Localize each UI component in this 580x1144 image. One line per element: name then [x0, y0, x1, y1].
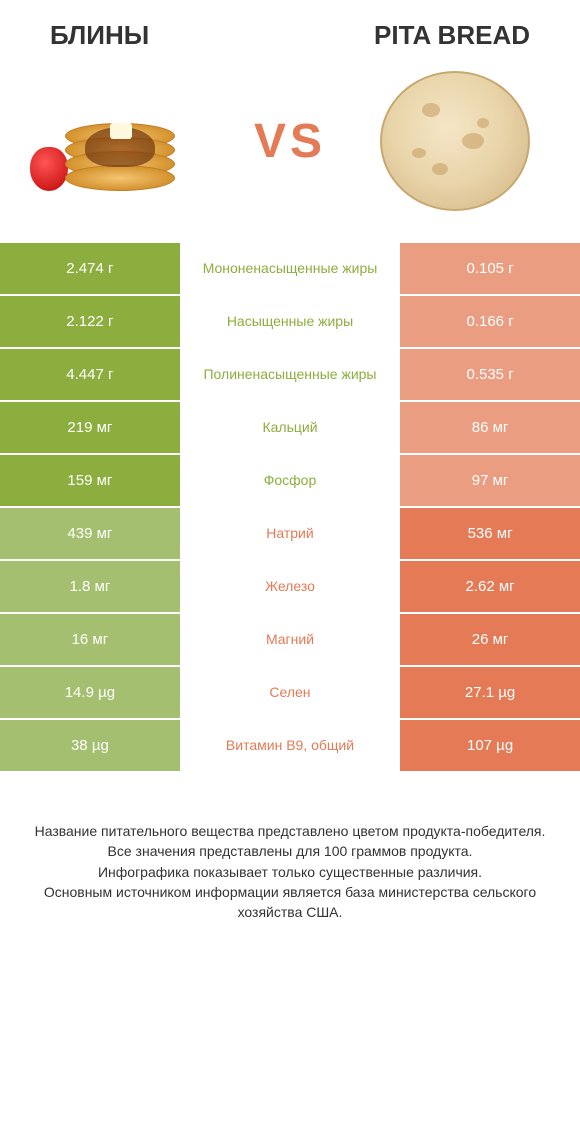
nutrient-label: Натрий [180, 508, 400, 559]
value-right: 0.105 г [400, 243, 580, 294]
nutrient-label: Мононенасыщенные жиры [180, 243, 400, 294]
value-left: 219 мг [0, 402, 180, 453]
title-right: PITA BREAD [374, 20, 530, 51]
nutrient-label: Фосфор [180, 455, 400, 506]
title-left: БЛИНЫ [50, 20, 149, 51]
value-left: 38 µg [0, 720, 180, 771]
value-left: 2.474 г [0, 243, 180, 294]
footer-line: Название питательного вещества представл… [30, 821, 550, 841]
value-right: 86 мг [400, 402, 580, 453]
value-left: 159 мг [0, 455, 180, 506]
value-right: 107 µg [400, 720, 580, 771]
value-left: 2.122 г [0, 296, 180, 347]
table-row: 16 мгМагний26 мг [0, 612, 580, 665]
image-row: VS [0, 61, 580, 241]
pancakes-image [40, 71, 210, 211]
value-left: 16 мг [0, 614, 180, 665]
table-row: 219 мгКальций86 мг [0, 400, 580, 453]
header: БЛИНЫ PITA BREAD [0, 0, 580, 61]
footer-line: Основным источником информации является … [30, 882, 550, 923]
table-row: 1.8 мгЖелезо2.62 мг [0, 559, 580, 612]
footer-notes: Название питательного вещества представл… [0, 771, 580, 942]
value-right: 0.535 г [400, 349, 580, 400]
footer-line: Все значения представлены для 100 граммо… [30, 841, 550, 861]
table-row: 2.474 гМононенасыщенные жиры0.105 г [0, 241, 580, 294]
value-right: 27.1 µg [400, 667, 580, 718]
nutrient-label: Витамин B9, общий [180, 720, 400, 771]
nutrient-label: Магний [180, 614, 400, 665]
nutrient-label: Полиненасыщенные жиры [180, 349, 400, 400]
nutrient-label: Селен [180, 667, 400, 718]
value-left: 1.8 мг [0, 561, 180, 612]
value-right: 2.62 мг [400, 561, 580, 612]
value-right: 0.166 г [400, 296, 580, 347]
value-right: 26 мг [400, 614, 580, 665]
comparison-table: 2.474 гМононенасыщенные жиры0.105 г2.122… [0, 241, 580, 771]
value-left: 439 мг [0, 508, 180, 559]
nutrient-label: Насыщенные жиры [180, 296, 400, 347]
footer-line: Инфографика показывает только существенн… [30, 862, 550, 882]
value-right: 536 мг [400, 508, 580, 559]
table-row: 159 мгФосфор97 мг [0, 453, 580, 506]
vs-label: VS [254, 114, 326, 169]
table-row: 2.122 гНасыщенные жиры0.166 г [0, 294, 580, 347]
nutrient-label: Железо [180, 561, 400, 612]
nutrient-label: Кальций [180, 402, 400, 453]
value-left: 4.447 г [0, 349, 180, 400]
pita-image [370, 71, 540, 211]
table-row: 14.9 µgСелен27.1 µg [0, 665, 580, 718]
value-left: 14.9 µg [0, 667, 180, 718]
table-row: 439 мгНатрий536 мг [0, 506, 580, 559]
table-row: 38 µgВитамин B9, общий107 µg [0, 718, 580, 771]
value-right: 97 мг [400, 455, 580, 506]
table-row: 4.447 гПолиненасыщенные жиры0.535 г [0, 347, 580, 400]
